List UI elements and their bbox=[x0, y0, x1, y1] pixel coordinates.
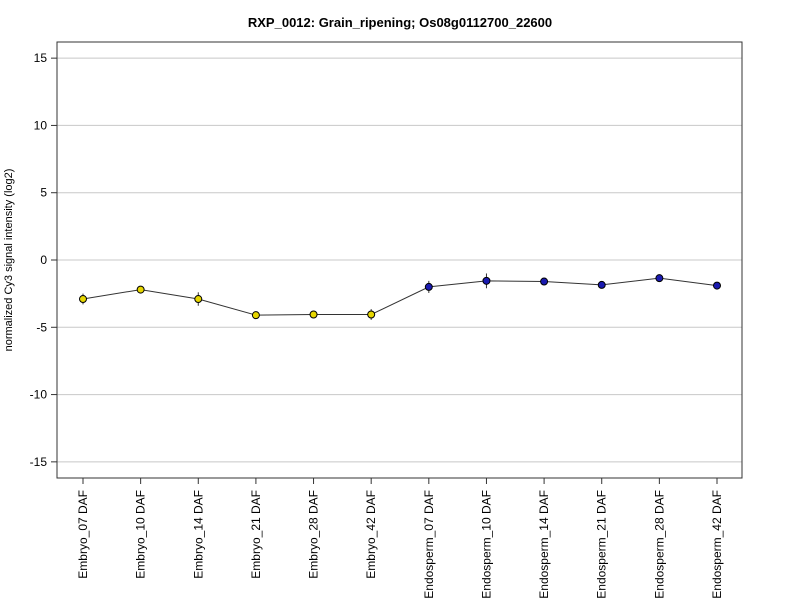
x-tick-label: Endosperm_28 DAF bbox=[652, 490, 666, 599]
data-point bbox=[597, 280, 606, 289]
x-tick-label: Endosperm_14 DAF bbox=[537, 490, 551, 599]
series-expression bbox=[79, 273, 721, 320]
data-point bbox=[367, 310, 376, 319]
data-point bbox=[79, 295, 87, 304]
chart-title: RXP_0012: Grain_ripening; Os08g0112700_2… bbox=[248, 15, 552, 30]
data-point bbox=[655, 274, 664, 283]
x-tick-label: Endosperm_07 DAF bbox=[422, 490, 436, 599]
data-point bbox=[309, 310, 318, 319]
x-tick-label: Embryo_42 DAF bbox=[364, 490, 378, 579]
axes: -15 -10 -5 0 5 10 15 Embryo_07 DAF Embryo_10 DAF… bbox=[30, 51, 724, 599]
y-tick-label: -10 bbox=[30, 388, 48, 402]
x-tick-label: Endosperm_21 DAF bbox=[595, 490, 609, 599]
x-tick-label: Embryo_28 DAF bbox=[307, 490, 321, 579]
y-axis-label: normalized Cy3 signal intensity (log2) bbox=[3, 169, 15, 352]
y-tick-label: 5 bbox=[40, 186, 47, 200]
series-line bbox=[82, 277, 718, 316]
y-tick-label: 10 bbox=[34, 118, 48, 132]
gridlines bbox=[57, 57, 742, 463]
x-tick-label: Embryo_21 DAF bbox=[249, 490, 263, 579]
data-point bbox=[713, 281, 721, 290]
x-tick-label: Endosperm_42 DAF bbox=[710, 490, 724, 599]
data-point bbox=[251, 311, 260, 320]
x-tick-label: Endosperm_10 DAF bbox=[479, 490, 493, 599]
x-tick-label: Embryo_14 DAF bbox=[191, 490, 205, 579]
y-tick-label: -5 bbox=[36, 320, 47, 334]
x-tick-label: Embryo_07 DAF bbox=[76, 490, 90, 579]
x-tick-label: Embryo_10 DAF bbox=[134, 490, 148, 579]
y-tick-label: 0 bbox=[40, 253, 47, 267]
y-tick-label: -15 bbox=[30, 455, 48, 469]
data-point bbox=[424, 282, 433, 291]
data-point bbox=[482, 276, 491, 285]
data-point bbox=[194, 295, 203, 304]
data-point bbox=[540, 277, 549, 286]
data-point bbox=[136, 285, 145, 294]
y-tick-label: 15 bbox=[34, 51, 48, 65]
